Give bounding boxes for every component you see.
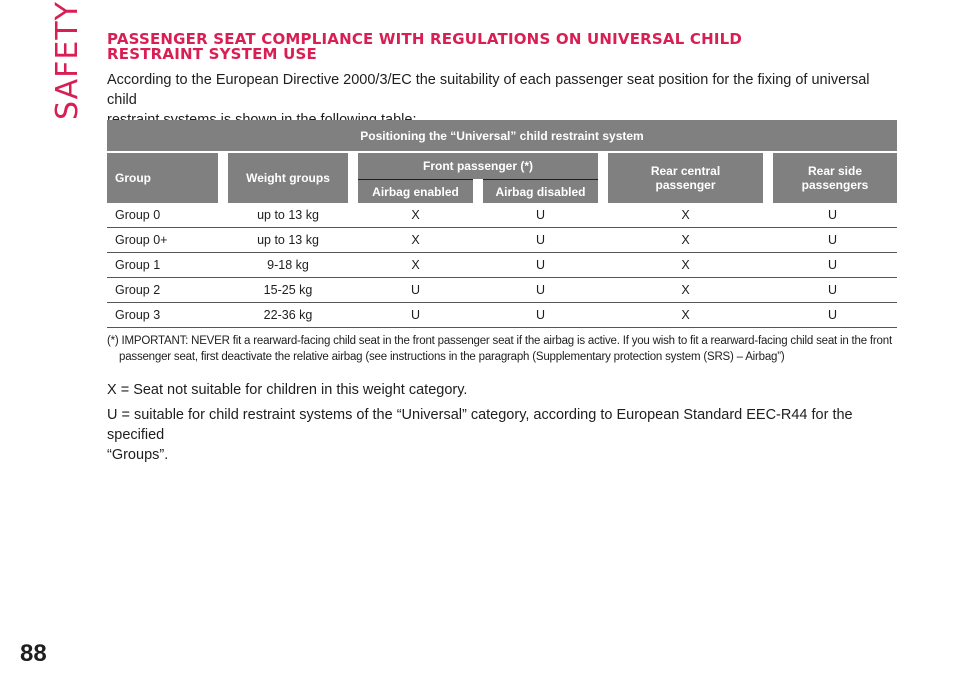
table-footnote: (*) IMPORTANT: NEVER fit a rearward-faci… xyxy=(107,335,892,363)
cell-rear-central: X xyxy=(603,203,768,228)
cell-weight: 15-25 kg xyxy=(223,277,353,303)
cell-group: Group 0 xyxy=(107,203,223,228)
cell-rear-side: U xyxy=(768,203,897,228)
legend-u-line1: U = suitable for child restraint systems… xyxy=(107,407,853,443)
section-title-line1: PASSENGER SEAT COMPLIANCE WITH REGULATIO… xyxy=(107,30,743,48)
legend-x: X = Seat not suitable for children in th… xyxy=(107,382,468,398)
legend-u-line2: “Groups”. xyxy=(107,447,169,463)
cell-rear-side: U xyxy=(768,227,897,253)
cell-airbag-disabled: U xyxy=(478,302,603,328)
section-side-label: SAFETY xyxy=(50,1,85,120)
cell-airbag-disabled: U xyxy=(478,203,603,228)
page-number: 88 xyxy=(20,640,47,667)
cell-rear-central: X xyxy=(603,252,768,278)
table-caption: Positioning the “Universal” child restra… xyxy=(107,120,897,153)
header-airbag-disabled: Airbag disabled xyxy=(478,179,608,203)
cell-airbag-disabled: U xyxy=(478,277,603,303)
legend-u: U = suitable for child restraint systems… xyxy=(107,405,897,465)
header-rear-central: Rear central passenger xyxy=(603,152,773,203)
section-title-line2: RESTRAINT SYSTEM USE xyxy=(107,45,317,63)
header-rear-side-line2: passengers xyxy=(801,178,869,192)
cell-airbag-enabled: U xyxy=(353,302,478,328)
header-rear-side: Rear side passengers xyxy=(768,152,897,203)
section-title: PASSENGER SEAT COMPLIANCE WITH REGULATIO… xyxy=(107,32,897,62)
cell-group: Group 1 xyxy=(107,252,223,278)
cell-airbag-enabled: X xyxy=(353,227,478,253)
cell-rear-side: U xyxy=(768,252,897,278)
cell-airbag-enabled: U xyxy=(353,277,478,303)
table-row: Group 2 15-25 kg U U X U xyxy=(107,277,897,303)
table-row: Group 3 22-36 kg U U X U xyxy=(107,302,897,328)
header-rear-central-line1: Rear central xyxy=(650,164,721,178)
table-row: Group 0 up to 13 kg X U X U xyxy=(107,203,897,228)
cell-group: Group 2 xyxy=(107,277,223,303)
header-front-passenger: Front passenger (*) xyxy=(353,152,608,180)
cell-group: Group 3 xyxy=(107,302,223,328)
header-rear-side-line1: Rear side xyxy=(807,164,863,178)
cell-weight: 22-36 kg xyxy=(223,302,353,328)
header-weight-groups: Weight groups xyxy=(223,152,358,203)
cell-weight: up to 13 kg xyxy=(223,203,353,228)
cell-rear-central: X xyxy=(603,302,768,328)
cell-airbag-enabled: X xyxy=(353,203,478,228)
cell-airbag-enabled: X xyxy=(353,252,478,278)
header-group: Group xyxy=(107,152,228,203)
child-restraint-table-wrapper: Positioning the “Universal” child restra… xyxy=(107,120,897,328)
cell-group: Group 0+ xyxy=(107,227,223,253)
cell-airbag-disabled: U xyxy=(478,252,603,278)
cell-weight: 9-18 kg xyxy=(223,252,353,278)
cell-rear-side: U xyxy=(768,277,897,303)
cell-rear-central: X xyxy=(603,227,768,253)
child-restraint-table: Positioning the “Universal” child restra… xyxy=(107,120,897,328)
table-row: Group 0+ up to 13 kg X U X U xyxy=(107,227,897,253)
table-row: Group 1 9-18 kg X U X U xyxy=(107,252,897,278)
cell-rear-central: X xyxy=(603,277,768,303)
intro-line1: According to the European Directive 2000… xyxy=(107,72,870,108)
section-header: PASSENGER SEAT COMPLIANCE WITH REGULATIO… xyxy=(107,32,897,130)
header-rear-central-line2: passenger xyxy=(655,178,716,192)
cell-airbag-disabled: U xyxy=(478,227,603,253)
header-airbag-enabled: Airbag enabled xyxy=(353,179,483,203)
cell-rear-side: U xyxy=(768,302,897,328)
cell-weight: up to 13 kg xyxy=(223,227,353,253)
